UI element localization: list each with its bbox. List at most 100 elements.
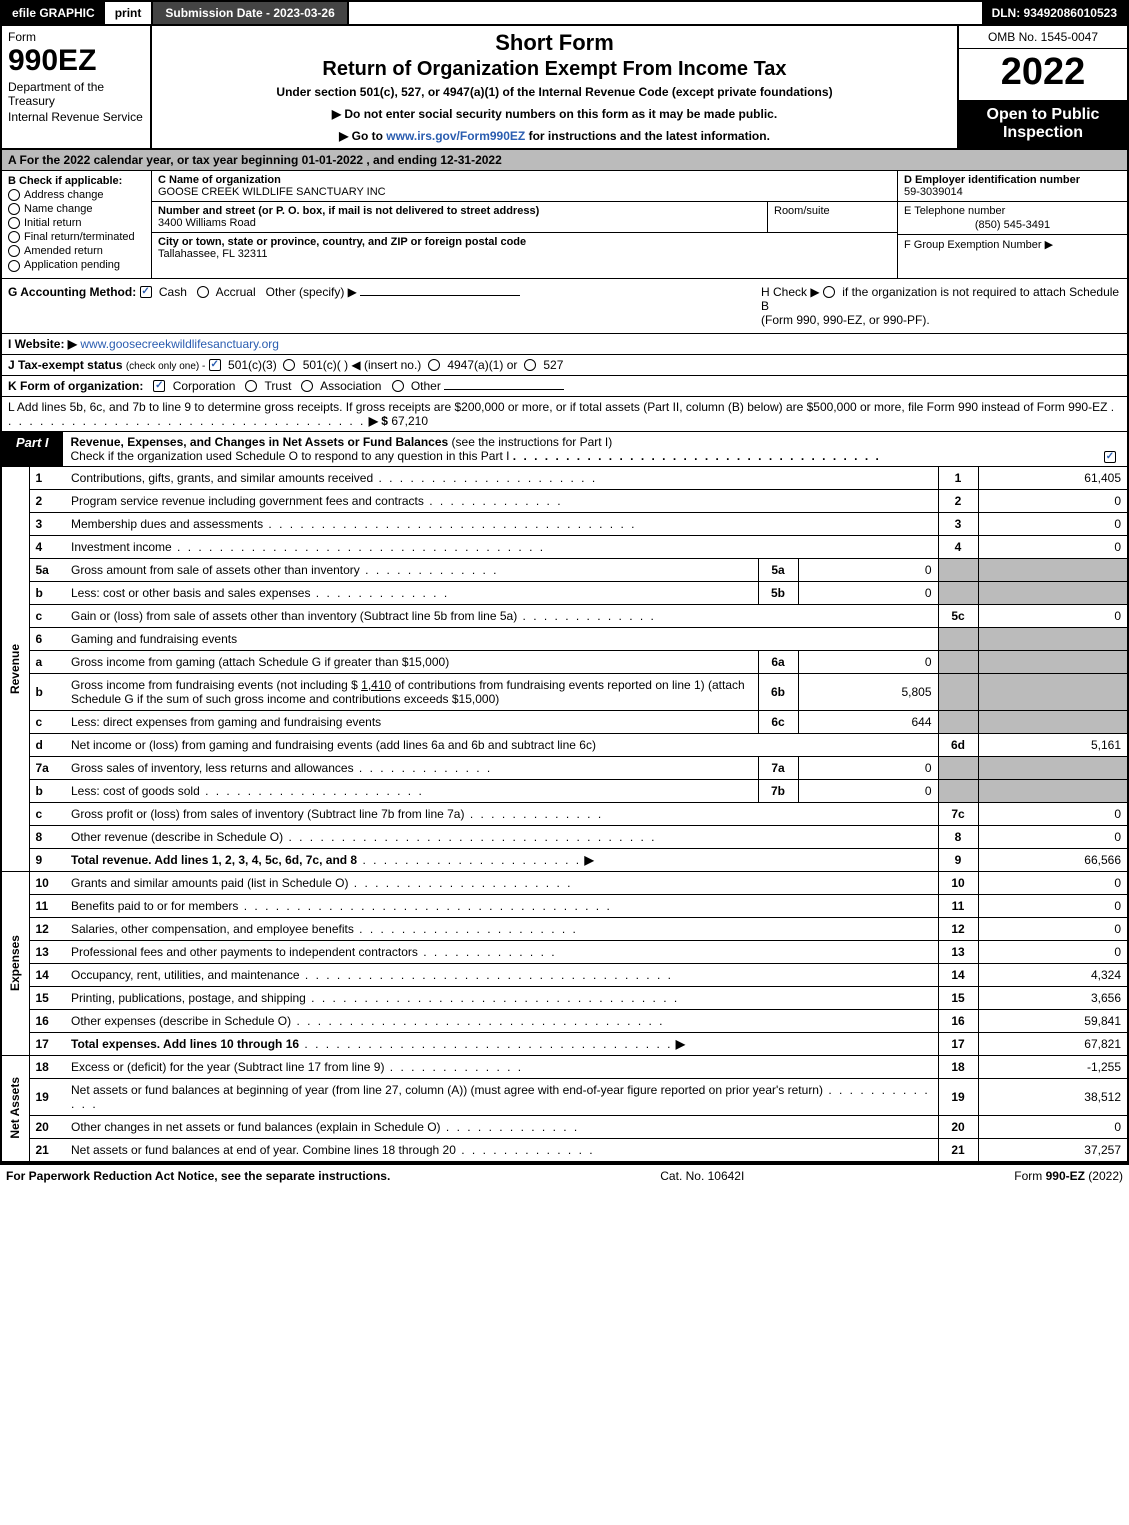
- desc: Total expenses. Add lines 10 through 16 …: [65, 1032, 938, 1055]
- shaded: [938, 650, 978, 673]
- dots: [456, 1143, 595, 1157]
- desc-text: Printing, publications, postage, and shi…: [71, 991, 306, 1005]
- open-line2: Inspection: [1003, 124, 1083, 141]
- chk-501c3[interactable]: [209, 359, 221, 371]
- chk-label: Application pending: [24, 259, 120, 271]
- ln: 18: [29, 1056, 65, 1079]
- desc-text: Gross amount from sale of assets other t…: [71, 563, 360, 577]
- line-17: 17 Total expenses. Add lines 10 through …: [1, 1032, 1128, 1055]
- ln: 11: [29, 894, 65, 917]
- line-6: 6 Gaming and fundraising events: [1, 627, 1128, 650]
- num: 9: [938, 848, 978, 871]
- other-specify-blank[interactable]: [360, 295, 520, 296]
- val: 4,324: [978, 963, 1128, 986]
- desc: Other expenses (describe in Schedule O): [65, 1009, 938, 1032]
- sub-ln: 6c: [758, 710, 798, 733]
- dots: [357, 853, 581, 867]
- j-opt1: 501(c)(3): [228, 358, 277, 372]
- ln: 17: [29, 1032, 65, 1055]
- val: 61,405: [978, 467, 1128, 490]
- chk-other-org[interactable]: [392, 380, 404, 392]
- dots: [513, 449, 881, 463]
- sub-val: 0: [798, 581, 938, 604]
- footer-right-pre: Form: [1014, 1169, 1045, 1183]
- chk-application-pending[interactable]: Application pending: [8, 259, 145, 271]
- chk-final-return[interactable]: Final return/terminated: [8, 231, 145, 243]
- num: 14: [938, 963, 978, 986]
- section-gh: G Accounting Method: Cash Accrual Other …: [0, 279, 1129, 334]
- shaded: [938, 558, 978, 581]
- desc: Other changes in net assets or fund bala…: [65, 1115, 938, 1138]
- desc: Less: direct expenses from gaming and fu…: [65, 710, 758, 733]
- dots: [348, 876, 572, 890]
- line-5b: b Less: cost or other basis and sales ex…: [1, 581, 1128, 604]
- sub-val: 644: [798, 710, 938, 733]
- line-5c: c Gain or (loss) from sale of assets oth…: [1, 604, 1128, 627]
- shaded: [978, 581, 1128, 604]
- irs-link[interactable]: www.irs.gov/Form990EZ: [386, 129, 525, 143]
- desc: Printing, publications, postage, and shi…: [65, 986, 938, 1009]
- chk-accrual[interactable]: [197, 286, 209, 298]
- city-value: Tallahassee, FL 32311: [158, 248, 891, 260]
- line-5a: 5a Gross amount from sale of assets othe…: [1, 558, 1128, 581]
- chk-501c[interactable]: [283, 359, 295, 371]
- desc: Gross profit or (loss) from sales of inv…: [65, 802, 938, 825]
- desc: Total revenue. Add lines 1, 2, 3, 4, 5c,…: [65, 848, 938, 871]
- print-link[interactable]: print: [105, 2, 152, 24]
- chk-cash[interactable]: [140, 286, 152, 298]
- room-label: Room/suite: [774, 205, 830, 217]
- efile-label: efile GRAPHIC: [2, 2, 105, 24]
- sub-ln: 5b: [758, 581, 798, 604]
- chk-trust[interactable]: [245, 380, 257, 392]
- k-opt4: Other: [411, 379, 441, 393]
- chk-4947[interactable]: [428, 359, 440, 371]
- chk-initial-return[interactable]: Initial return: [8, 217, 145, 229]
- val: 0: [978, 489, 1128, 512]
- num: 2: [938, 489, 978, 512]
- chk-amended-return[interactable]: Amended return: [8, 245, 145, 257]
- num: 17: [938, 1032, 978, 1055]
- phone-label: E Telephone number: [904, 205, 1121, 217]
- form-word: Form: [8, 30, 144, 44]
- g-label: G Accounting Method:: [8, 285, 136, 299]
- line-6c: c Less: direct expenses from gaming and …: [1, 710, 1128, 733]
- page-footer: For Paperwork Reduction Act Notice, see …: [0, 1163, 1129, 1187]
- revenue-rotated: Revenue: [8, 644, 22, 694]
- line-6a: a Gross income from gaming (attach Sched…: [1, 650, 1128, 673]
- other-org-blank[interactable]: [444, 389, 564, 390]
- chk-schedule-o-part1[interactable]: [1104, 451, 1116, 463]
- num: 6d: [938, 733, 978, 756]
- arrow-icon: ▶: [584, 853, 593, 867]
- chk-527[interactable]: [524, 359, 536, 371]
- chk-address-change[interactable]: Address change: [8, 189, 145, 201]
- chk-association[interactable]: [301, 380, 313, 392]
- val: 3,656: [978, 986, 1128, 1009]
- desc-text: Program service revenue including govern…: [71, 494, 424, 508]
- footer-left: For Paperwork Reduction Act Notice, see …: [6, 1169, 390, 1183]
- chk-corporation[interactable]: [153, 380, 165, 392]
- shaded: [938, 756, 978, 779]
- chk-schedule-b[interactable]: [823, 286, 835, 298]
- ln: c: [29, 604, 65, 627]
- part1-label: Part I: [2, 432, 63, 466]
- val: 0: [978, 917, 1128, 940]
- ln: b: [29, 673, 65, 710]
- revenue-table: Revenue 1 Contributions, gifts, grants, …: [0, 467, 1129, 872]
- shaded: [938, 710, 978, 733]
- chk-name-change[interactable]: Name change: [8, 203, 145, 215]
- shaded: [978, 710, 1128, 733]
- shaded: [978, 779, 1128, 802]
- l-text: L Add lines 5b, 6c, and 7b to line 9 to …: [8, 400, 1107, 414]
- desc-text: Other changes in net assets or fund bala…: [71, 1120, 441, 1134]
- goto-pre: ▶ Go to: [339, 129, 386, 143]
- desc-text: Grants and similar amounts paid (list in…: [71, 876, 348, 890]
- ln: 19: [29, 1078, 65, 1115]
- desc: Grants and similar amounts paid (list in…: [65, 872, 938, 895]
- ln: 8: [29, 825, 65, 848]
- desc: Membership dues and assessments: [65, 512, 938, 535]
- part1-subtitle: (see the instructions for Part I): [452, 435, 613, 449]
- website-link[interactable]: www.goosecreekwildlifesanctuary.org: [80, 337, 279, 351]
- line-2: 2 Program service revenue including gove…: [1, 489, 1128, 512]
- desc-text: Gross sales of inventory, less returns a…: [71, 761, 354, 775]
- val: 0: [978, 802, 1128, 825]
